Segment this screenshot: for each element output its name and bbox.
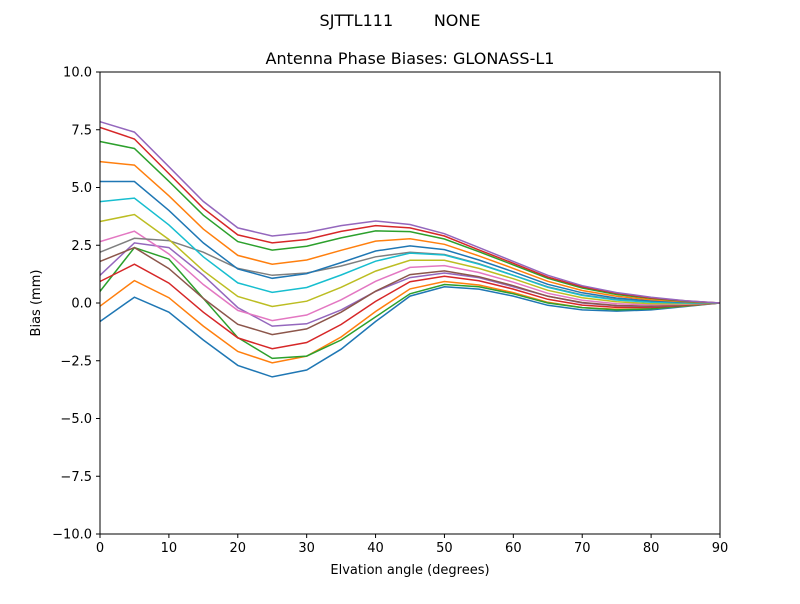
series-line-s5 [99,242,721,327]
x-tick-label: 10 [161,541,178,556]
x-tick-label: 30 [298,541,315,556]
series-line-s10 [99,197,720,304]
series-line-s12 [99,160,721,304]
series-lines [99,120,721,378]
x-tick-label: 60 [505,541,522,556]
x-tick-label: 40 [367,541,384,556]
series-line-s4 [99,263,721,350]
x-tick-label: 50 [436,541,453,556]
chart-suptitle: SJTTL111 NONE [320,11,481,30]
y-tick-label: 10.0 [63,66,92,81]
y-tick-label: −7.5 [60,470,92,485]
y-axis-label: Bias (mm) [29,270,44,337]
y-tick-label: 0.0 [71,297,92,312]
y-axis: −10.0 −7.5 −5.0 −2.5 0.0 2.5 5.0 7.5 10.0 [52,66,100,543]
series-line-s6 [99,246,721,336]
y-tick-label: 5.0 [71,181,92,196]
series-line-s14 [99,126,721,304]
chart-title: Antenna Phase Biases: GLONASS-L1 [266,49,555,68]
series-line-s7 [99,230,721,322]
y-tick-label: −10.0 [52,528,92,543]
series-line-s9 [99,213,721,308]
series-line-s15 [99,120,721,304]
x-tick-label: 80 [643,541,660,556]
x-axis: 0 10 20 30 40 50 60 70 80 90 [96,534,728,556]
x-axis-label: Elvation angle (degrees) [330,563,489,578]
x-tick-label: 20 [230,541,247,556]
series-line-s1 [99,286,721,378]
series-line-s11 [100,180,721,304]
y-tick-label: 7.5 [71,123,92,138]
y-tick-label: −5.0 [60,412,92,427]
x-tick-label: 0 [96,541,104,556]
x-tick-label: 70 [574,541,591,556]
series-line-s2 [99,279,721,364]
x-tick-label: 90 [712,541,729,556]
series-line-s13 [99,140,721,304]
y-tick-label: 2.5 [71,239,92,254]
y-tick-label: −2.5 [60,354,92,369]
